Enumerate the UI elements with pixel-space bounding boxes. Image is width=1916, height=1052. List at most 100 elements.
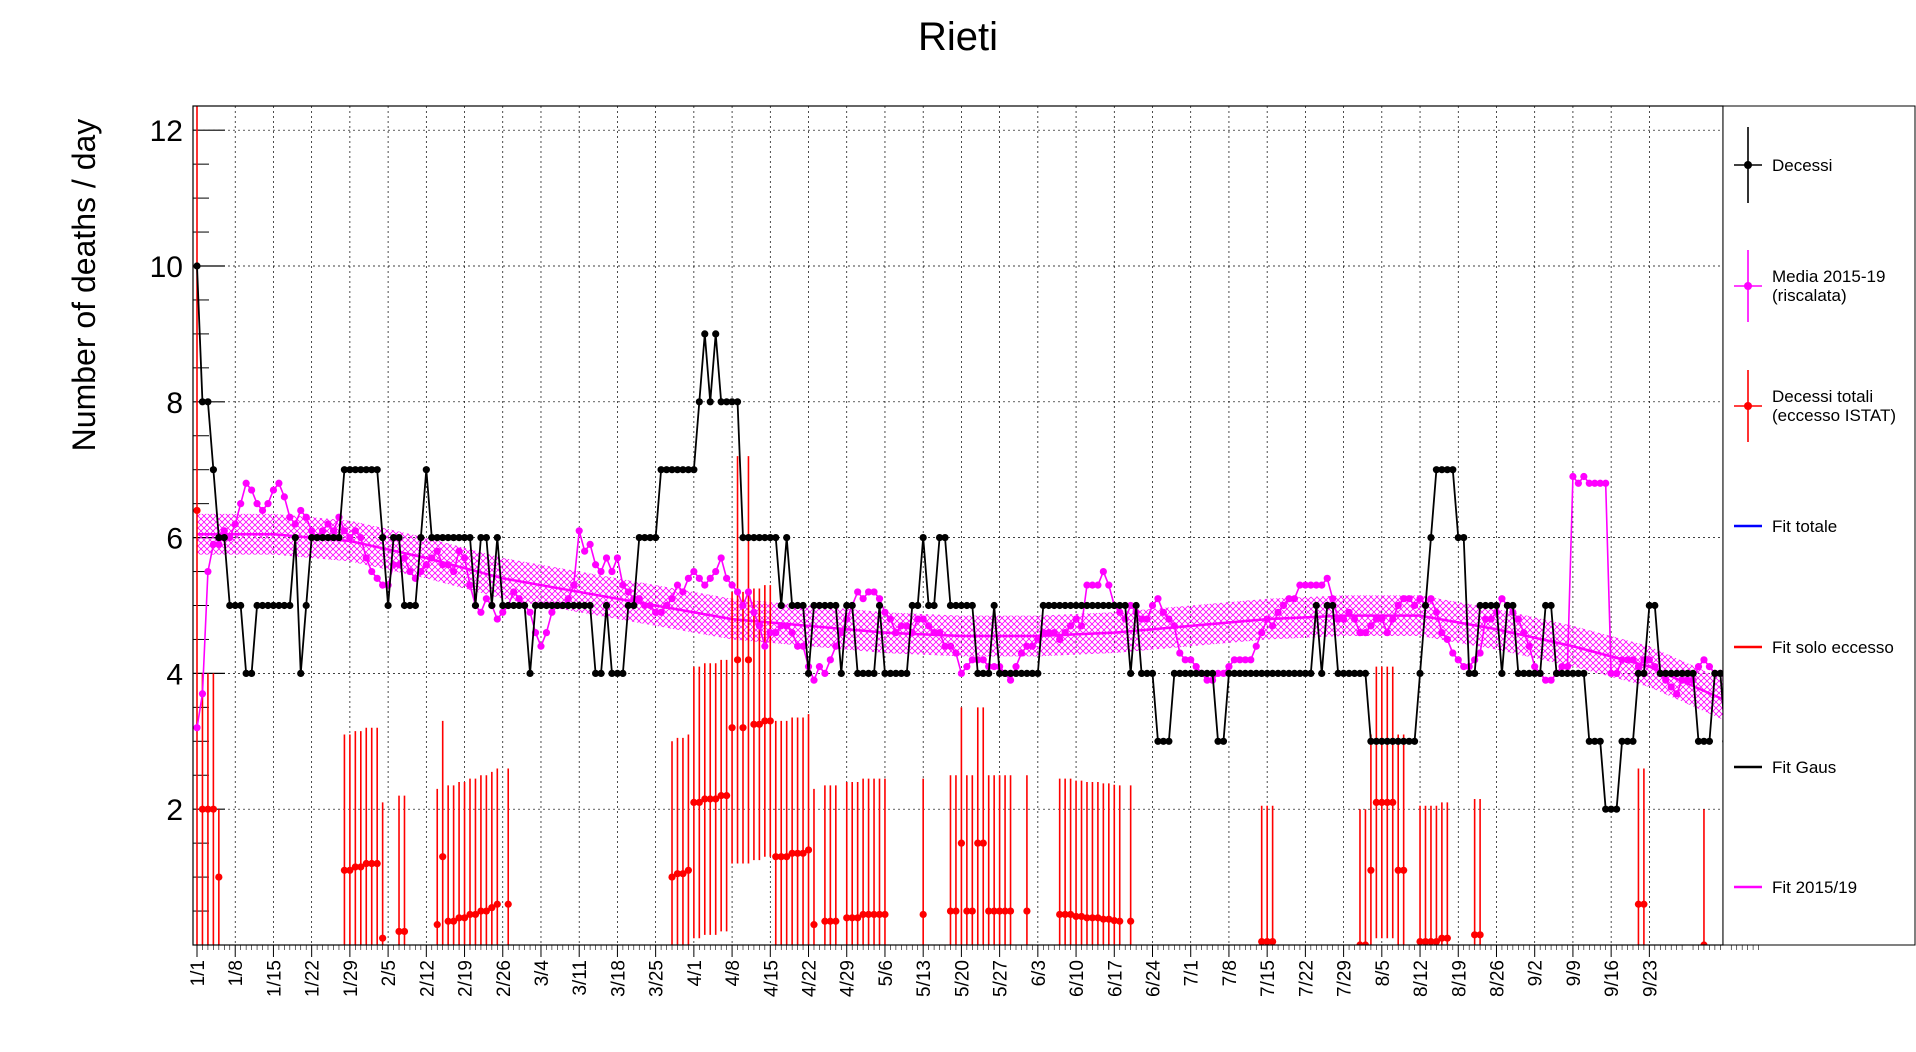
media-2015-19-point (897, 622, 905, 630)
media-2015-19-point (810, 676, 818, 684)
media-2015-19-point (1673, 690, 1681, 698)
media-2015-19-point (493, 615, 501, 623)
x-tick-label: 8/26 (1487, 960, 1508, 997)
media-2015-19-point (1094, 581, 1102, 589)
media-2015-19-point (400, 554, 409, 562)
excess-point (957, 839, 966, 847)
decessi-point (258, 601, 267, 610)
media-2015-19-point (220, 527, 228, 535)
decessi-point (1410, 737, 1419, 745)
decessi-point (1471, 669, 1479, 678)
excess-point (1438, 934, 1446, 942)
excess-point (433, 921, 441, 929)
decessi-point (1329, 601, 1337, 610)
media-2015-19-point (1181, 656, 1189, 664)
decessi-point (1274, 669, 1282, 678)
media-2015-19-point (1236, 656, 1244, 664)
decessi-point (1383, 737, 1391, 745)
media-2015-19-point (1269, 622, 1277, 630)
decessi-point (1345, 669, 1353, 678)
excess-point (799, 849, 807, 857)
decessi-point (248, 669, 256, 678)
decessi-point (1252, 669, 1260, 678)
decessi-point (968, 601, 976, 610)
legend-label: Fit 2015/19 (1772, 878, 1857, 897)
excess-point (1116, 917, 1124, 925)
media-2015-19-point (433, 547, 441, 555)
decessi-point (701, 330, 709, 338)
excess-point (193, 506, 201, 515)
excess-point (1110, 916, 1118, 925)
decessi-point (641, 534, 649, 542)
decessi-point (1378, 737, 1386, 745)
excess-point (1077, 912, 1086, 921)
decessi-point (930, 601, 938, 610)
decessi-point (914, 601, 922, 610)
excess-point (864, 910, 873, 919)
media-2015-19-point (1006, 676, 1015, 684)
decessi-point (717, 398, 725, 406)
decessi-point (624, 601, 632, 610)
media-2015-19-point (668, 595, 676, 603)
excess-point (460, 914, 469, 922)
media-2015-19-point (755, 622, 763, 630)
excess-point (832, 917, 840, 925)
excess-point (1383, 798, 1391, 807)
excess-point (368, 859, 376, 868)
excess-point (875, 910, 884, 919)
decessi-point (925, 601, 933, 610)
media-2015-19-point (679, 588, 687, 596)
decessi-point (1170, 669, 1178, 678)
decessi-point (275, 601, 283, 610)
decessi-point (1012, 669, 1020, 678)
excess-point (777, 853, 785, 861)
media-2015-19-point (269, 486, 278, 494)
decessi-point (1279, 669, 1288, 678)
media-2015-19-point (1067, 622, 1075, 630)
media-2015-19-point (946, 642, 955, 650)
media-2015-19-point (351, 527, 359, 535)
decessi-point (1405, 737, 1413, 745)
media-2015-19-point (1367, 622, 1375, 630)
excess-point (1476, 931, 1484, 939)
decessi-point (1039, 601, 1047, 610)
media-2015-19-point (914, 615, 922, 623)
x-tick-label: 1/1 (188, 960, 209, 986)
media-2015-19-point (1127, 601, 1135, 610)
decessi-point (1127, 669, 1135, 678)
media-2015-19-point (1460, 663, 1468, 671)
media-2015-19-point (591, 561, 600, 569)
legend-label: Decessi (1772, 156, 1832, 175)
decessi-point (269, 601, 278, 610)
excess-point (395, 927, 403, 936)
excess-point (1006, 907, 1015, 915)
media-2015-19-point (1263, 615, 1271, 623)
decessi-point (903, 669, 911, 678)
decessi-point (220, 534, 228, 542)
decessi-point (570, 601, 578, 610)
x-tick-label: 4/15 (761, 960, 782, 997)
decessi-point (302, 601, 310, 610)
decessi-point (608, 669, 616, 678)
excess-point (963, 907, 971, 915)
decessi-point (1705, 737, 1714, 745)
decessi-point (280, 601, 288, 610)
media-2015-19-point (1012, 663, 1020, 671)
media-2015-19-point (548, 608, 556, 616)
excess-point (744, 656, 753, 664)
media-2015-19-point (455, 547, 463, 555)
media-2015-19-point (821, 669, 829, 678)
media-2015-19-point (1143, 615, 1151, 623)
media-2015-19-point (1214, 669, 1222, 678)
x-tick-label: 9/9 (1564, 960, 1585, 986)
x-tick-label: 3/4 (532, 960, 553, 987)
decessi-point (1481, 601, 1490, 610)
decessi-point (324, 534, 332, 542)
media-2015-19-point (1219, 669, 1228, 678)
media-2015-19-point (641, 601, 649, 610)
decessi-point (1427, 534, 1435, 542)
decessi-point (1443, 466, 1451, 474)
decessi-point (482, 534, 490, 542)
media-2015-19-point (826, 656, 834, 664)
media-2015-19-point (318, 527, 327, 535)
